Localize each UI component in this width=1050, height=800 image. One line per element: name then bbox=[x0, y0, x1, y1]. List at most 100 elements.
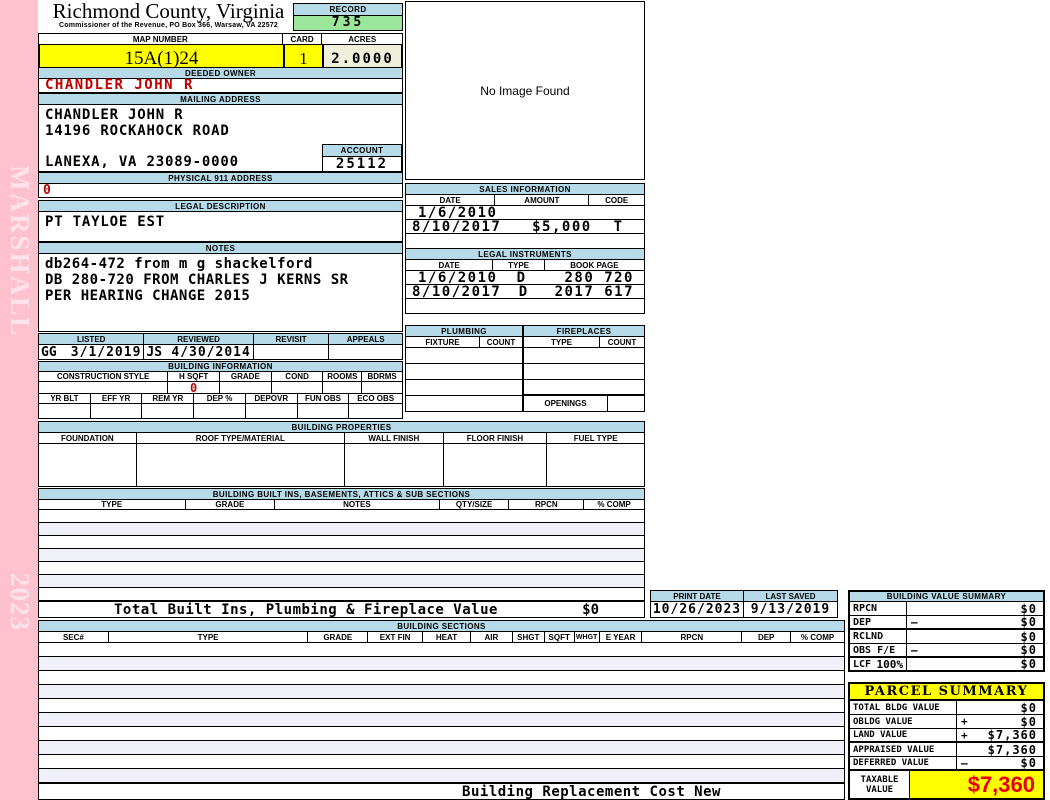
sale-date: 1/6/2010 bbox=[418, 204, 498, 221]
bvs-row-rclnd: RCLND $0 bbox=[848, 630, 1045, 644]
bvs-label: DEP bbox=[850, 616, 907, 628]
bvs-label: OBS F/E bbox=[850, 644, 907, 656]
bvs-value: $0 bbox=[1020, 601, 1037, 616]
col-air: AIR bbox=[471, 632, 513, 642]
reviewed-by: JS bbox=[146, 344, 163, 360]
bvs-label: LCF 100% bbox=[850, 657, 907, 671]
bvs-value: $0 bbox=[1020, 615, 1037, 629]
col-hsqft: H SQFT bbox=[168, 372, 220, 381]
ps-label: LAND VALUE bbox=[850, 729, 957, 741]
sales-information-label: SALES INFORMATION bbox=[405, 183, 645, 195]
col-floor-finish: FLOOR FINISH bbox=[444, 433, 548, 443]
empty-row bbox=[39, 755, 844, 769]
record-label: RECORD bbox=[293, 3, 403, 16]
col-yrblt: YR BLT bbox=[39, 394, 91, 403]
notes-line: DB 280-720 FROM CHARLES J KERNS SR bbox=[45, 272, 349, 288]
li-type: D bbox=[518, 283, 528, 300]
lcf-label: LCF bbox=[853, 658, 872, 670]
empty-row bbox=[524, 364, 644, 380]
listed-by: GG bbox=[41, 344, 57, 360]
empty-row bbox=[39, 643, 844, 657]
parcel-summary: PARCEL SUMMARY TOTAL BLDG VALUE $0 OBLDG… bbox=[848, 682, 1045, 800]
col-grade: GRADE bbox=[220, 372, 272, 381]
bdrms-value bbox=[362, 382, 402, 393]
taxable-value-amount: $7,360 bbox=[910, 771, 1043, 798]
built-ins-total-value: $0 bbox=[582, 601, 599, 618]
plumbing-col-fixture: FIXTURE bbox=[406, 337, 480, 347]
ps-op bbox=[957, 701, 975, 714]
bvs-label: RPCN bbox=[850, 602, 907, 615]
reviewed-date: 4/30/2014 bbox=[171, 344, 251, 360]
fireplaces-table: FIREPLACES TYPE COUNT OPENINGS bbox=[523, 325, 645, 412]
built-ins-label: BUILDING BUILT INS, BASEMENTS, ATTICS & … bbox=[38, 488, 645, 500]
empty-row bbox=[39, 523, 644, 536]
empty-row bbox=[406, 380, 522, 396]
binder-label-year: 2023 bbox=[5, 573, 35, 631]
empty-row bbox=[39, 699, 844, 713]
col-grade: GRADE bbox=[308, 632, 369, 642]
building-value-summary-label: BUILDING VALUE SUMMARY bbox=[848, 590, 1045, 602]
col-remyr: REM YR bbox=[142, 394, 195, 403]
plumbing-fireplaces: PLUMBING FIXTURE COUNT FIREPLACES TYPE C… bbox=[405, 325, 645, 412]
account-label: ACCOUNT bbox=[322, 144, 402, 157]
bvs-row-rpcn: RPCN $0 bbox=[848, 602, 1045, 616]
no-image-text: No Image Found bbox=[480, 83, 570, 98]
col-eyear: E YEAR bbox=[600, 632, 643, 642]
empty-row bbox=[39, 536, 644, 549]
col-depovr: DEPOVR bbox=[246, 394, 298, 403]
col-whgt: WHGT bbox=[575, 632, 600, 642]
sales-col-amount: AMOUNT bbox=[495, 195, 590, 205]
empty-row bbox=[39, 510, 644, 523]
sale-date: 8/10/2017 bbox=[412, 218, 502, 235]
li-bookpage: 280 720 bbox=[564, 269, 634, 286]
mailing-line: CHANDLER JOHN R bbox=[45, 107, 184, 123]
col-funobs: FUN OBS bbox=[298, 394, 350, 403]
fireplaces-label: FIREPLACES bbox=[523, 325, 645, 337]
ecoobs-value bbox=[349, 404, 402, 418]
col-bdrms: BDRMS bbox=[367, 372, 397, 381]
legal-description-label: LEGAL DESCRIPTION bbox=[38, 200, 403, 212]
col-qty-size: QTY/SIZE bbox=[440, 500, 510, 509]
print-date-value: 10/26/2023 bbox=[651, 602, 744, 617]
sales-information-table: SALES INFORMATION DATE AMOUNT CODE 1/6/2… bbox=[405, 183, 645, 249]
last-saved-value: 9/13/2019 bbox=[750, 602, 831, 617]
mailing-address-section: MAILING ADDRESS CHANDLER JOHN R 14196 RO… bbox=[38, 93, 403, 172]
ps-row-obldg: OBLDG VALUE + $0 bbox=[848, 715, 1045, 729]
empty-row bbox=[39, 769, 844, 783]
fuel-type-value bbox=[547, 444, 644, 486]
physical-911-section: PHYSICAL 911 ADDRESS 0 bbox=[38, 172, 403, 198]
mailing-address-label: MAILING ADDRESS bbox=[38, 93, 403, 105]
lcf-pct: 100% bbox=[876, 657, 904, 671]
building-information-section: BUILDING INFORMATION CONSTRUCTION STYLE … bbox=[38, 361, 403, 419]
county-title: Richmond County, Virginia bbox=[52, 0, 285, 23]
plumbing-col-count: COUNT bbox=[486, 337, 516, 347]
building-information-label: BUILDING INFORMATION bbox=[38, 361, 403, 372]
taxable-value-label: TAXABLE VALUE bbox=[850, 771, 910, 798]
ps-op bbox=[957, 743, 975, 756]
bvs-row-lcf: LCF 100% $0 bbox=[848, 657, 1045, 672]
col-deppct: DEP % bbox=[194, 394, 246, 403]
legal-description-value: PT TAYLOE EST bbox=[38, 212, 403, 242]
legal-instrument-row: 8/10/2017 D 2017 617 bbox=[405, 283, 645, 300]
sale-amount: $5,000 bbox=[532, 218, 592, 235]
building-sections-label: BUILDING SECTIONS bbox=[38, 620, 845, 632]
ps-value: $7,360 bbox=[987, 742, 1037, 757]
col-fuel-type: FUEL TYPE bbox=[573, 433, 618, 443]
openings-label: OPENINGS bbox=[523, 396, 608, 412]
ps-value: $0 bbox=[1020, 700, 1037, 715]
listed-date: 3/1/2019 bbox=[70, 344, 142, 360]
record-box: RECORD 735 bbox=[293, 3, 403, 31]
empty-row bbox=[39, 685, 844, 699]
hsqft-value: 0 bbox=[168, 381, 220, 395]
built-ins-total-row: Total Built Ins, Plumbing & Fireplace Va… bbox=[38, 601, 645, 618]
ps-op: + bbox=[961, 728, 968, 742]
roof-value bbox=[137, 444, 345, 486]
col-cond: COND bbox=[272, 372, 324, 381]
cond-value bbox=[272, 382, 324, 393]
sales-row: 8/10/2017 $5,000 T bbox=[405, 218, 645, 235]
ps-value: $7,360 bbox=[987, 728, 1037, 742]
building-sections-table: BUILDING SECTIONS SEC# TYPE GRADE EXT FI… bbox=[38, 620, 845, 800]
reviewed-label: REVIEWED bbox=[144, 334, 254, 344]
review-table: LISTED REVIEWED REVISIT APPEALS GG 3/1/2… bbox=[38, 333, 403, 360]
effyr-value bbox=[91, 404, 143, 418]
